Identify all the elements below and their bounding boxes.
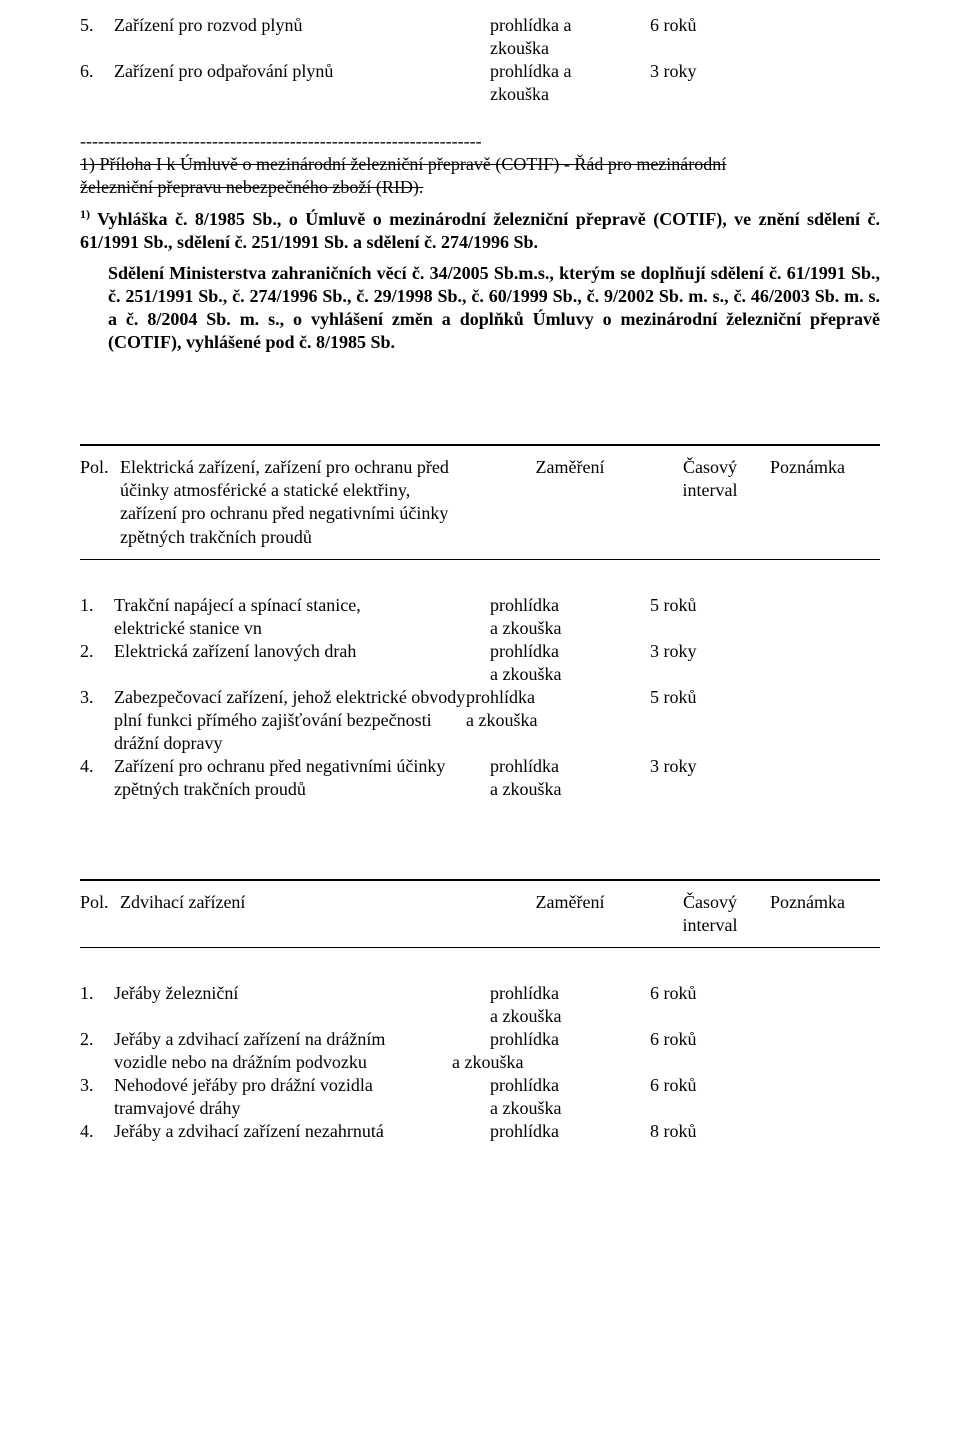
item-colB: prohlídka a zkouška xyxy=(472,14,650,60)
list-item: 1. Jeřáby železniční prohlídka a zkouška… xyxy=(80,982,880,1028)
section-header-elec: Pol. Elektrická zařízení, zařízení pro o… xyxy=(80,446,880,558)
list-item: 4. Jeřáby a zdvihací zařízení nezahrnutá… xyxy=(80,1120,880,1143)
item-colC: 6 roků xyxy=(650,14,770,60)
list-item: 2. Elektrická zařízení lanových drah pro… xyxy=(80,640,880,686)
list-item: 6. Zařízení pro odpařování plynů prohlíd… xyxy=(80,60,880,106)
header-colC: Časový interval xyxy=(650,891,770,937)
item-colC: 3 roky xyxy=(650,60,770,106)
list-item: 2. Jeřáby a zdvihací zařízení na drážním… xyxy=(80,1028,880,1074)
header-title: Elektrická zařízení, zařízení pro ochran… xyxy=(120,456,490,548)
list-item: 3. Nehodové jeřáby pro drážní vozidla tr… xyxy=(80,1074,880,1120)
list-item: 1. Trakční napájecí a spínací stanice, e… xyxy=(80,594,880,640)
top-list: 5. Zařízení pro rozvod plynů prohlídka a… xyxy=(80,14,880,106)
struck-footnote: 1) Příloha I k Úmluvě o mezinárodní žele… xyxy=(80,153,880,199)
header-colD: Poznámka xyxy=(770,456,880,548)
list-item: 4. Zařízení pro ochranu před negativními… xyxy=(80,755,880,801)
item-desc: Zařízení pro rozvod plynů xyxy=(114,14,472,60)
elec-list: 1. Trakční napájecí a spínací stanice, e… xyxy=(80,594,880,801)
item-desc: Zařízení pro odpařování plynů xyxy=(114,60,472,106)
separator-dashes: ----------------------------------------… xyxy=(80,130,880,153)
section-header-lift: Pol. Zdvihací zařízení Zaměření Časový i… xyxy=(80,881,880,947)
item-number: 6. xyxy=(80,60,114,106)
item-colB: prohlídka a zkouška xyxy=(472,60,650,106)
item-number: 5. xyxy=(80,14,114,60)
list-item: 3. Zabezpečovací zařízení, jehož elektri… xyxy=(80,686,880,755)
footnote-1: 1) Vyhláška č. 8/1985 Sb., o Úmluvě o me… xyxy=(80,207,880,254)
list-item: 5. Zařízení pro rozvod plynů prohlídka a… xyxy=(80,14,880,60)
lift-list: 1. Jeřáby železniční prohlídka a zkouška… xyxy=(80,982,880,1143)
header-pol: Pol. xyxy=(80,891,120,937)
header-pol: Pol. xyxy=(80,456,120,548)
header-colD: Poznámka xyxy=(770,891,880,937)
footnote-2: Sdělení Ministerstva zahraničních věcí č… xyxy=(80,262,880,354)
header-colC: Časový interval xyxy=(650,456,770,548)
header-colB: Zaměření xyxy=(490,456,650,548)
header-title: Zdvihací zařízení xyxy=(120,891,490,937)
header-colB: Zaměření xyxy=(490,891,650,937)
